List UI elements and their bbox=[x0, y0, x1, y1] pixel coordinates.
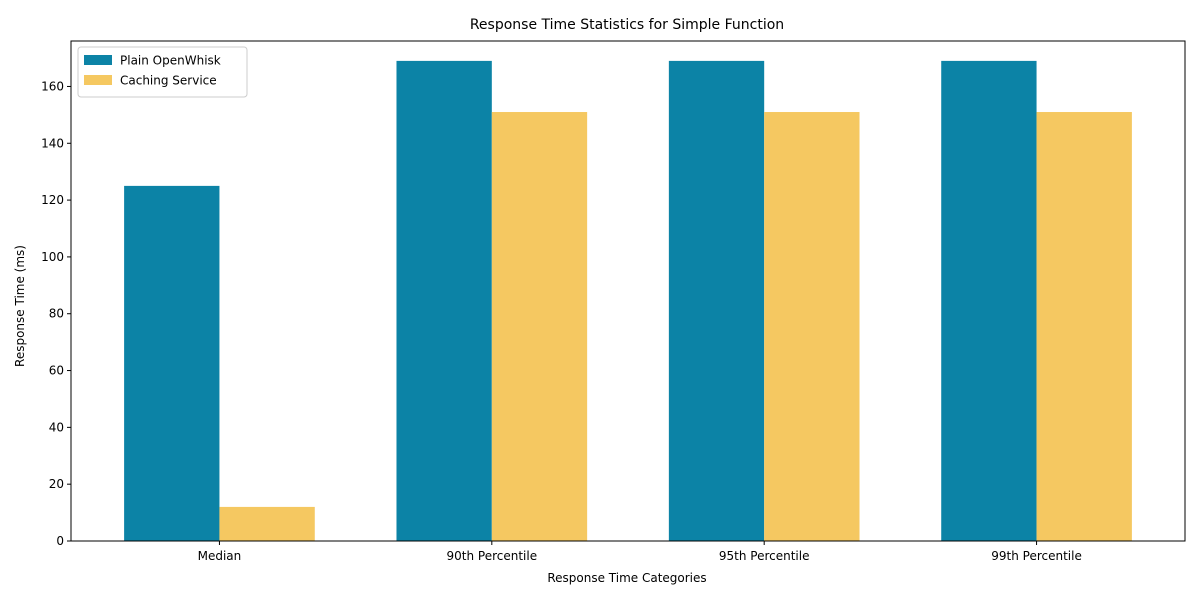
y-tick-label: 160 bbox=[41, 79, 64, 93]
plot-frame bbox=[70, 40, 1186, 542]
legend: Plain OpenWhisk Caching Service bbox=[77, 46, 248, 98]
y-axis-label: Response Time (ms) bbox=[13, 245, 27, 367]
y-axis: 0 20 40 60 80 100 120 140 160 bbox=[41, 79, 71, 548]
y-tick-label: 20 bbox=[49, 477, 64, 491]
y-tick-label: 120 bbox=[41, 193, 64, 207]
legend-swatch bbox=[84, 55, 112, 65]
bar-plain-openwhisk-2 bbox=[668, 60, 765, 542]
bar-plain-openwhisk-3 bbox=[941, 60, 1037, 542]
chart-title: Response Time Statistics for Simple Func… bbox=[470, 17, 784, 33]
legend-swatch bbox=[84, 75, 112, 85]
x-axis-label: Response Time Categories bbox=[547, 571, 706, 585]
y-tick-label: 80 bbox=[49, 307, 64, 321]
bar-caching-service-1 bbox=[491, 112, 588, 541]
y-tick-label: 100 bbox=[41, 250, 64, 264]
x-tick-label: 90th Percentile bbox=[447, 549, 538, 563]
legend-label: Plain OpenWhisk bbox=[120, 54, 221, 68]
bar-caching-service-2 bbox=[764, 112, 860, 541]
x-tick-label: 95th Percentile bbox=[719, 549, 810, 563]
y-tick-label: 0 bbox=[56, 534, 64, 548]
bar-caching-service-0 bbox=[219, 506, 315, 541]
x-tick-label: Median bbox=[198, 549, 242, 563]
y-tick-label: 40 bbox=[49, 420, 64, 434]
x-axis: Median 90th Percentile 95th Percentile 99th… bbox=[198, 541, 1082, 563]
y-tick-label: 140 bbox=[41, 136, 64, 150]
y-tick-label: 60 bbox=[49, 364, 64, 378]
bar-plain-openwhisk-1 bbox=[396, 60, 492, 542]
x-tick-label: 99th Percentile bbox=[991, 549, 1082, 563]
legend-label: Caching Service bbox=[120, 74, 217, 88]
bars-group bbox=[124, 60, 1132, 542]
bar-caching-service-3 bbox=[1036, 112, 1132, 541]
bar-plain-openwhisk-0 bbox=[124, 185, 220, 542]
legend-box bbox=[77, 46, 248, 98]
